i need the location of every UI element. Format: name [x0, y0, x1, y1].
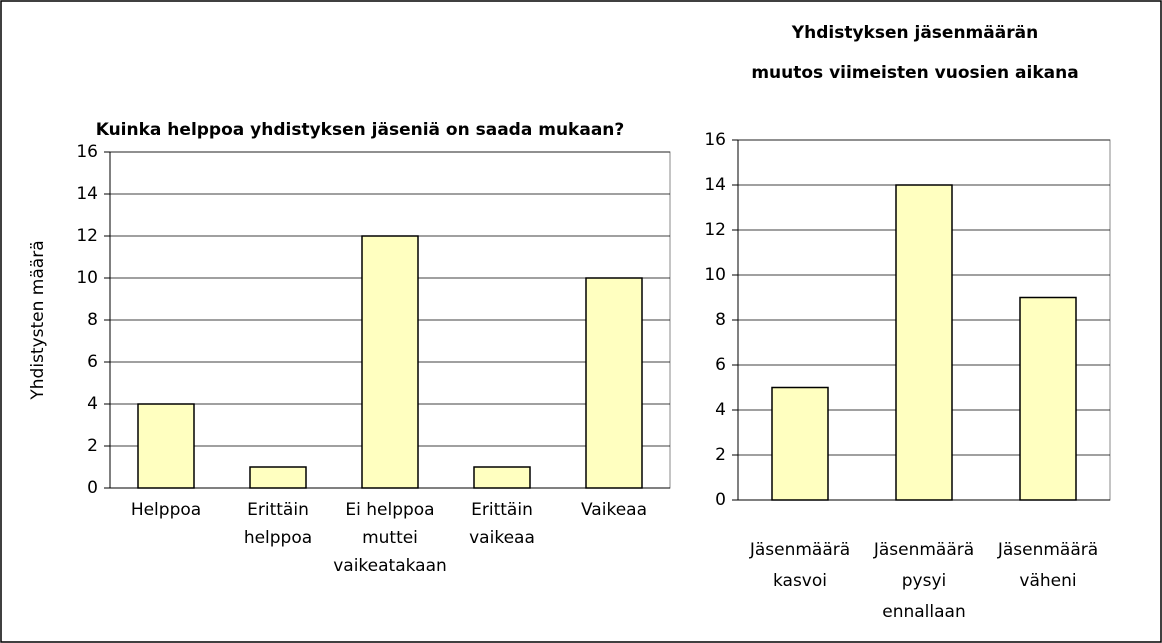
- x-tick-label: Ei helppoa: [345, 500, 434, 520]
- y-tick-label: 0: [715, 490, 726, 510]
- y-tick-label: 10: [76, 268, 98, 288]
- x-tick-label: väheni: [1019, 571, 1076, 591]
- y-tick-label: 8: [715, 310, 726, 330]
- bar: [895, 184, 953, 501]
- bar: [771, 386, 829, 501]
- x-tick-label: kasvoi: [773, 571, 827, 591]
- x-tick-label: Erittäin: [247, 500, 309, 520]
- x-tick-label: vaikeatakaan: [333, 556, 447, 576]
- y-tick-label: 16: [704, 130, 726, 150]
- y-tick-label: 4: [87, 394, 98, 414]
- y-tick-label: 4: [715, 400, 726, 420]
- y-axis-label: Yhdistysten määrä: [28, 240, 48, 400]
- x-tick-label: ennallaan: [882, 602, 965, 622]
- bar: [585, 277, 643, 489]
- x-tick-label: Jäsenmäärä: [873, 540, 974, 560]
- y-tick-label: 2: [87, 436, 98, 456]
- y-tick-label: 16: [76, 142, 98, 162]
- x-tick-label: muttei: [362, 528, 418, 548]
- y-tick-label: 12: [76, 226, 98, 246]
- x-tick-label: Erittäin: [471, 500, 533, 520]
- bar: [361, 235, 419, 489]
- y-tick-label: 0: [87, 478, 98, 498]
- bar: [1019, 296, 1077, 501]
- y-tick-label: 6: [715, 355, 726, 375]
- y-tick-label: 12: [704, 220, 726, 240]
- bar: [249, 466, 307, 489]
- y-tick-label: 2: [715, 445, 726, 465]
- y-tick-label: 6: [87, 352, 98, 372]
- x-tick-label: helppoa: [244, 528, 312, 548]
- x-tick-label: Vaikeaa: [581, 500, 647, 520]
- x-tick-label: Helppoa: [131, 500, 201, 520]
- x-tick-label: vaikeaa: [469, 528, 535, 548]
- chart-title: muutos viimeisten vuosien aikana: [751, 63, 1078, 83]
- y-tick-label: 14: [76, 184, 98, 204]
- chart-title: Kuinka helppoa yhdistyksen jäseniä on sa…: [96, 120, 625, 140]
- chart-title: Yhdistyksen jäsenmäärän: [791, 23, 1038, 43]
- y-tick-label: 14: [704, 175, 726, 195]
- bar: [137, 403, 195, 489]
- y-tick-label: 8: [87, 310, 98, 330]
- x-tick-label: Jäsenmäärä: [997, 540, 1098, 560]
- x-tick-label: pysyi: [902, 571, 947, 591]
- y-tick-label: 10: [704, 265, 726, 285]
- x-tick-label: Jäsenmäärä: [749, 540, 850, 560]
- bar: [473, 466, 531, 489]
